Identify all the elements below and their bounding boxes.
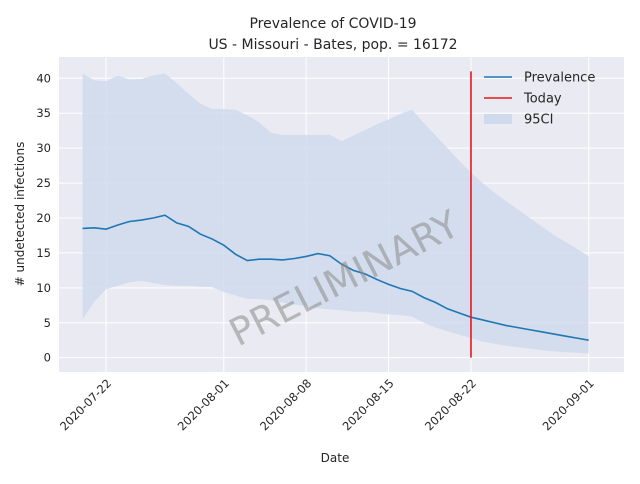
chart-title: Prevalence of COVID-19 [249, 16, 416, 32]
y-tick-label: 5 [44, 316, 51, 330]
x-tick-label: 2020-08-08 [257, 376, 314, 433]
y-tick-label: 20 [36, 211, 51, 225]
x-tick-label: 2020-09-01 [540, 376, 597, 433]
y-tick-label: 15 [36, 246, 51, 260]
y-axis-label: # undetected infections [13, 142, 27, 287]
x-tick-label: 2020-08-15 [340, 376, 397, 433]
legend-label: 95CI [524, 113, 553, 128]
x-axis-label: Date [321, 451, 350, 465]
legend-label: Prevalence [524, 71, 595, 86]
chart-subtitle: US - Missouri - Bates, pop. = 16172 [208, 37, 457, 53]
y-tick-label: 0 [44, 351, 51, 365]
y-tick-label: 10 [36, 281, 51, 295]
x-tick-label: 2020-08-22 [422, 376, 479, 433]
series-line [82, 214, 589, 342]
legend-swatch [484, 114, 512, 124]
x-tick-label: 2020-07-22 [57, 376, 114, 433]
y-tick-label: 35 [36, 106, 51, 120]
confidence-band [82, 73, 589, 354]
y-tick-label: 40 [36, 71, 51, 85]
y-tick-label: 30 [36, 141, 51, 155]
legend-label: Today [523, 92, 562, 107]
y-tick-label: 25 [36, 176, 51, 190]
x-tick-label: 2020-08-01 [175, 376, 232, 433]
